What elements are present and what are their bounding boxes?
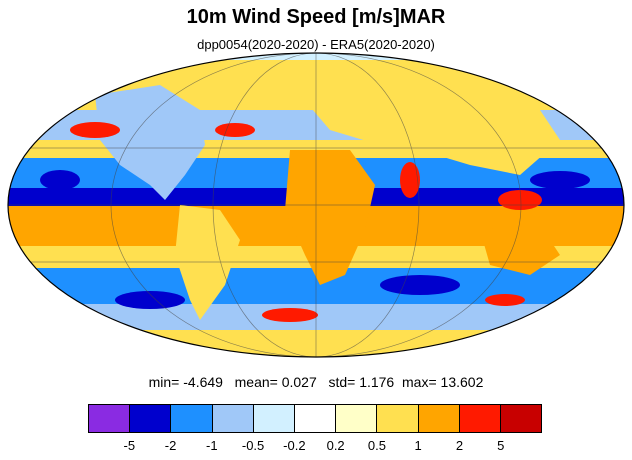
- mean-value: 0.027: [281, 374, 317, 390]
- max-label: max=: [402, 374, 437, 390]
- statistics-line: min= -4.649 mean= 0.027 std= 1.176 max= …: [0, 374, 632, 390]
- map-field: [8, 53, 624, 357]
- min-value: -4.649: [183, 374, 223, 390]
- colorbar-tick-label: -1: [206, 438, 218, 453]
- colorbar-labels: -5 -2 -1 -0.5 -0.2 0.2 0.5 1 2 5: [88, 438, 542, 456]
- colorbar-tick-label: 2: [455, 438, 464, 453]
- colorbar-tick-label: 5: [497, 438, 505, 453]
- colorbar: [88, 404, 542, 433]
- north-america-shape: [95, 85, 205, 200]
- min-label: min=: [148, 374, 180, 390]
- colorbar-swatch: [336, 405, 378, 432]
- colorbar-swatch: [500, 405, 542, 432]
- std-label: std=: [328, 374, 356, 390]
- colorbar-tick-label: -5: [123, 438, 136, 453]
- colorbar-swatch: [294, 405, 337, 432]
- std-value: 1.176: [359, 374, 395, 390]
- colorbar-tick-label: -0.2: [283, 438, 306, 453]
- colorbar-tick-label: -2: [164, 438, 177, 453]
- colorbar-swatch: [171, 405, 213, 432]
- colorbar-swatch: [459, 405, 501, 432]
- colorbar-swatch: [130, 405, 172, 432]
- australia-shape: [480, 225, 560, 275]
- south-america-shape: [175, 205, 240, 320]
- colorbar-swatch: [418, 405, 460, 432]
- colorbar-swatch: [377, 405, 419, 432]
- chart-title: 10m Wind Speed [m/s]MAR: [186, 6, 446, 28]
- world-map: [7, 52, 625, 358]
- mean-label: mean=: [234, 374, 278, 390]
- chart-subtitle: dpp0054(2020-2020) - ERA5(2020-2020): [197, 37, 435, 52]
- colorbar-swatch: [212, 405, 254, 432]
- colorbar-swatch: [253, 405, 295, 432]
- eurasia-shape: [300, 85, 560, 175]
- max-value: 13.602: [440, 374, 484, 390]
- colorbar-tick-label: 0.2: [326, 438, 345, 453]
- colorbar-tick-label: 1: [414, 438, 422, 453]
- graticule: [8, 53, 624, 357]
- globe-outline: [7, 52, 625, 358]
- colorbar-tick-label: 0.5: [367, 438, 386, 453]
- africa-shape: [285, 150, 375, 285]
- colorbar-tick-label: -0.5: [241, 438, 265, 453]
- colorbar-swatch: [89, 405, 131, 432]
